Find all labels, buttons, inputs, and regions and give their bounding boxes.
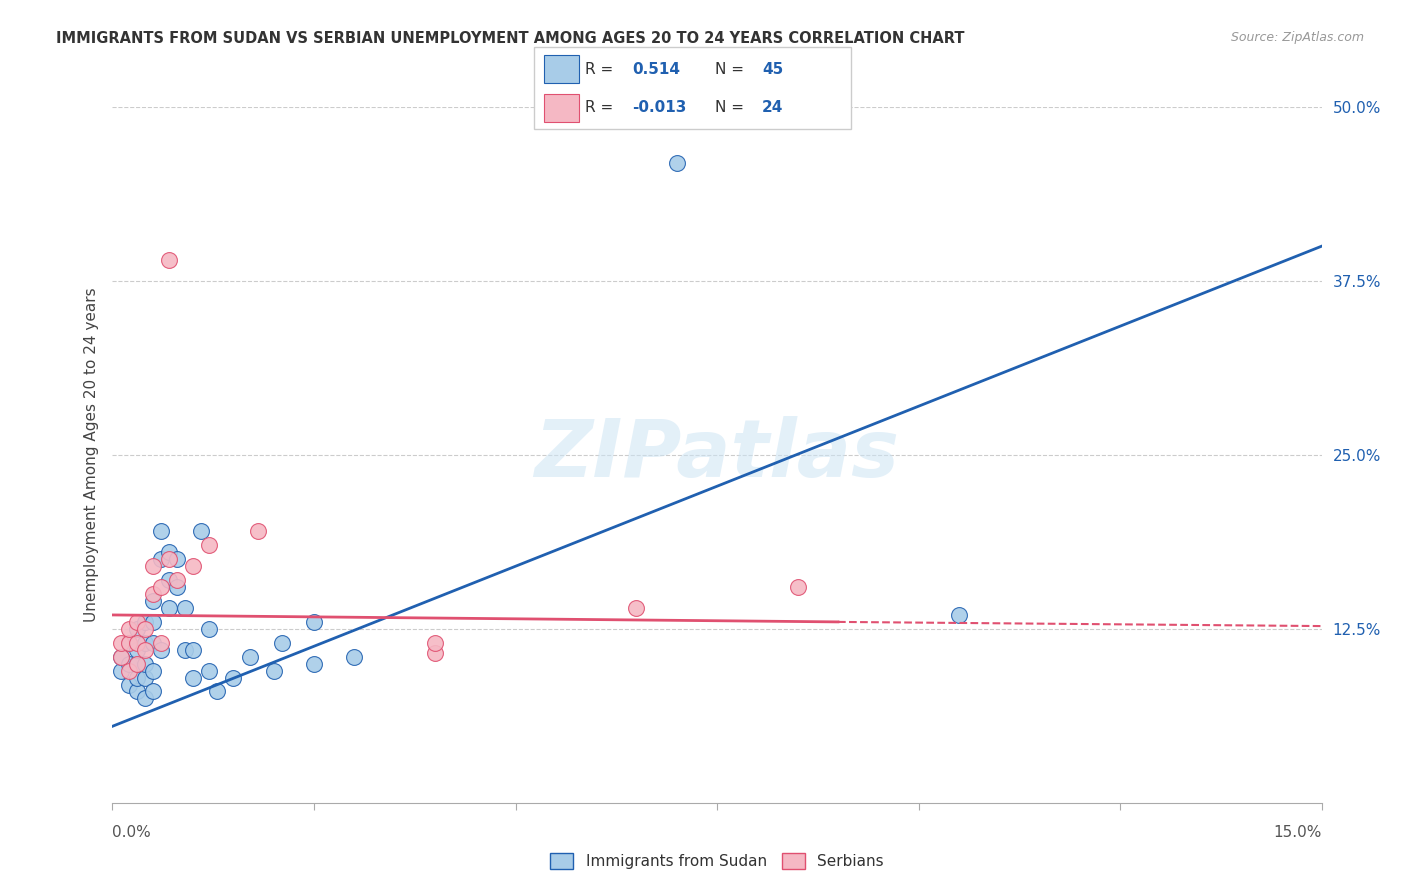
Text: IMMIGRANTS FROM SUDAN VS SERBIAN UNEMPLOYMENT AMONG AGES 20 TO 24 YEARS CORRELAT: IMMIGRANTS FROM SUDAN VS SERBIAN UNEMPLO… (56, 31, 965, 46)
Point (125, 684, 148, 698)
Point (110, 649, 132, 664)
Point (125, 622, 148, 636)
Point (302, 615, 325, 629)
Point (626, 601, 648, 615)
Point (125, 615, 148, 629)
Point (125, 642, 148, 657)
Point (948, 607, 970, 622)
Point (423, 646, 446, 660)
Point (134, 671, 156, 685)
Point (786, 580, 808, 594)
Point (174, 642, 197, 657)
Point (134, 615, 156, 629)
Point (142, 587, 165, 601)
Text: 0.0%: 0.0% (112, 825, 152, 840)
Text: N =: N = (714, 62, 744, 77)
Text: 45: 45 (762, 62, 783, 77)
Point (110, 664, 132, 678)
Point (343, 649, 366, 664)
Text: R =: R = (585, 100, 613, 115)
Point (149, 524, 172, 539)
Point (222, 671, 245, 685)
Text: 24: 24 (762, 100, 783, 115)
Point (166, 580, 188, 594)
Text: -0.013: -0.013 (633, 100, 686, 115)
Point (142, 636, 165, 650)
Point (117, 636, 139, 650)
Point (198, 622, 221, 636)
Point (142, 615, 165, 629)
Point (246, 524, 269, 539)
Point (166, 573, 188, 587)
Point (125, 657, 148, 671)
Point (117, 677, 139, 691)
Point (142, 684, 165, 698)
Point (110, 636, 132, 650)
Point (117, 636, 139, 650)
Point (181, 671, 204, 685)
Point (302, 657, 325, 671)
Point (149, 636, 172, 650)
Point (238, 649, 260, 664)
FancyBboxPatch shape (544, 55, 579, 83)
Point (157, 573, 180, 587)
Point (166, 552, 188, 566)
Text: Source: ZipAtlas.com: Source: ZipAtlas.com (1230, 31, 1364, 45)
Point (134, 622, 156, 636)
Point (270, 636, 292, 650)
Point (174, 601, 197, 615)
Point (142, 559, 165, 574)
Y-axis label: Unemployment Among Ages 20 to 24 years: Unemployment Among Ages 20 to 24 years (83, 287, 98, 623)
Text: 0.514: 0.514 (633, 62, 681, 77)
Text: 15.0%: 15.0% (1274, 825, 1322, 840)
Point (117, 657, 139, 671)
Point (665, 155, 688, 169)
Point (207, 684, 229, 698)
Point (157, 601, 180, 615)
Point (263, 664, 285, 678)
Point (110, 649, 132, 664)
Point (149, 580, 172, 594)
Legend: Immigrants from Sudan, Serbians: Immigrants from Sudan, Serbians (544, 847, 890, 875)
Text: ZIPatlas: ZIPatlas (534, 416, 900, 494)
Point (134, 657, 156, 671)
Point (142, 594, 165, 608)
Point (198, 664, 221, 678)
FancyBboxPatch shape (544, 94, 579, 122)
Text: N =: N = (714, 100, 744, 115)
Point (149, 642, 172, 657)
Point (198, 538, 221, 552)
Point (157, 545, 180, 559)
Point (125, 636, 148, 650)
Point (134, 636, 156, 650)
Point (134, 691, 156, 706)
Point (142, 664, 165, 678)
Point (181, 642, 204, 657)
Point (134, 642, 156, 657)
Point (423, 636, 446, 650)
Point (181, 559, 204, 574)
Point (157, 552, 180, 566)
Point (149, 552, 172, 566)
Point (125, 657, 148, 671)
Text: R =: R = (585, 62, 613, 77)
Point (117, 664, 139, 678)
Point (117, 622, 139, 636)
Point (125, 671, 148, 685)
Point (190, 524, 212, 539)
Point (157, 253, 180, 268)
FancyBboxPatch shape (534, 47, 851, 129)
